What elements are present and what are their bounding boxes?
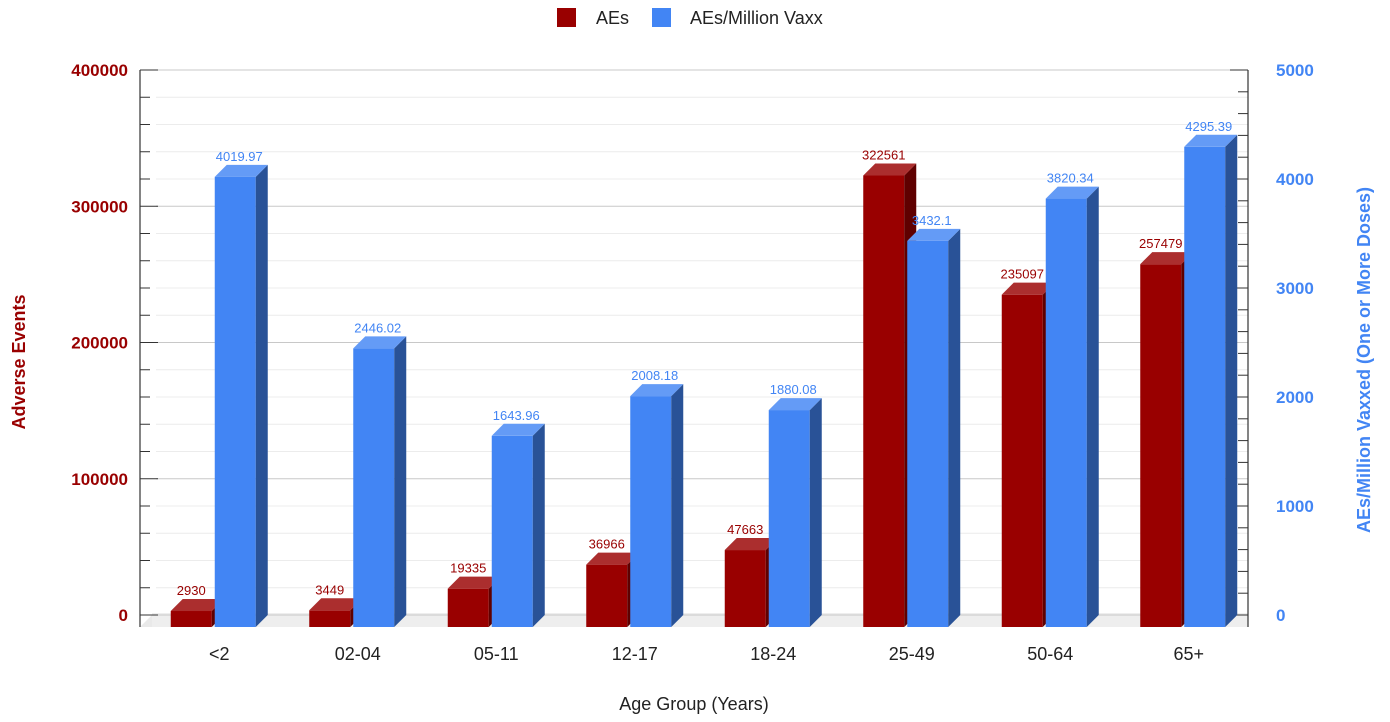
bar-aes-per-million-front	[630, 396, 672, 627]
data-label-aes: 36966	[589, 537, 625, 552]
data-label-aes: 235097	[1001, 267, 1044, 282]
bar-aes-per-million-top	[214, 164, 268, 177]
left-axis-title: Adverse Events	[9, 294, 29, 429]
bar-aes-per-million-front	[768, 410, 810, 627]
bar-aes-per-million-front	[1184, 146, 1226, 627]
bar-aes-top	[1001, 282, 1055, 295]
bar-aes-per-million-side	[255, 164, 268, 627]
x-axis-title: Age Group (Years)	[619, 694, 768, 714]
bar-aes-front	[1140, 264, 1182, 627]
right-axis-tick-label: 1000	[1276, 497, 1314, 516]
legend-swatch	[557, 8, 576, 27]
data-label-aes-per-million: 1880.08	[770, 382, 817, 397]
data-label-aes: 2930	[177, 583, 206, 598]
bar-aes-per-million-side	[1225, 134, 1238, 627]
bar-aes-front	[724, 550, 766, 627]
data-label-aes: 19335	[450, 561, 486, 576]
bar-aes-per-million-side	[394, 336, 407, 627]
bar-aes-per-million-front	[907, 240, 949, 627]
legend-label: AEs/Million Vaxx	[690, 8, 823, 28]
bar-aes-per-million-top	[630, 384, 684, 397]
bar-aes-per-million-side	[948, 228, 961, 627]
x-axis-tick-label: 65+	[1173, 644, 1204, 664]
legend-label: AEs	[596, 8, 629, 28]
bar-aes-top	[309, 598, 363, 611]
data-label-aes-per-million: 3432.1	[912, 213, 952, 228]
data-label-aes-per-million: 1643.96	[493, 408, 540, 423]
left-axis-tick-label: 200000	[71, 334, 128, 353]
x-axis-tick-label: 25-49	[889, 644, 935, 664]
bar-aes-top	[863, 163, 917, 176]
bar-aes-top	[586, 552, 640, 565]
bar-aes-per-million-top	[1045, 186, 1099, 199]
right-axis-title: AEs/Million Vaxxed (One or More Doses)	[1354, 187, 1374, 533]
right-axis-tick-label: 3000	[1276, 279, 1314, 298]
data-label-aes-per-million: 4295.39	[1185, 119, 1232, 134]
bar-aes-per-million-front	[214, 176, 256, 627]
bar-aes-per-million-front	[353, 348, 395, 627]
bar-aes-front	[447, 588, 489, 627]
data-label-aes-per-million: 2446.02	[354, 320, 401, 335]
right-axis-tick-label: 4000	[1276, 170, 1314, 189]
bar-aes-front	[586, 564, 628, 627]
bar-aes-top	[170, 599, 224, 612]
bar-aes-front	[170, 611, 212, 627]
bar-aes-top	[1140, 252, 1194, 265]
x-axis-tick-label: 50-64	[1027, 644, 1073, 664]
bar-aes-per-million-top	[768, 398, 822, 411]
bar-aes-per-million-side	[532, 423, 545, 627]
left-axis-tick-label: 300000	[71, 197, 128, 216]
bar-aes-front	[1001, 294, 1043, 627]
left-axis-tick-label: 0	[119, 606, 128, 625]
data-label-aes-per-million: 2008.18	[631, 368, 678, 383]
data-label-aes: 47663	[727, 522, 763, 537]
left-axis-tick-label: 100000	[71, 470, 128, 489]
data-label-aes: 322561	[862, 148, 905, 163]
bar-aes-per-million-top	[1184, 134, 1238, 147]
bar-aes-per-million-top	[907, 228, 961, 241]
bar-aes-per-million-side	[671, 384, 684, 627]
x-axis-tick-label: 18-24	[750, 644, 796, 664]
data-label-aes: 257479	[1139, 236, 1182, 251]
legend-swatch	[652, 8, 671, 27]
x-axis-tick-label: 05-11	[474, 644, 519, 664]
right-axis-tick-label: 0	[1276, 606, 1285, 625]
data-label-aes-per-million: 3820.34	[1047, 171, 1094, 186]
bar-aes-per-million-side	[1086, 186, 1099, 627]
chart-floor-band	[152, 613, 1248, 627]
left-axis-tick-label: 400000	[71, 61, 128, 80]
x-axis-tick-label: <2	[209, 644, 230, 664]
right-axis-tick-label: 5000	[1276, 61, 1314, 80]
bar-aes-top	[724, 538, 778, 551]
bar-aes-per-million-front	[1045, 198, 1087, 627]
data-label-aes-per-million: 4019.97	[216, 149, 263, 164]
x-axis-tick-label: 02-04	[335, 644, 381, 664]
bar-aes-top	[447, 576, 501, 589]
bar-aes-per-million-top	[491, 423, 545, 436]
bar-aes-front	[863, 175, 905, 628]
right-axis-tick-label: 2000	[1276, 388, 1314, 407]
bar-aes-per-million-side	[809, 398, 822, 627]
data-label-aes: 3449	[315, 582, 344, 597]
bar-aes-front	[309, 610, 351, 627]
bar-aes-per-million-front	[491, 435, 533, 627]
bar-aes-per-million-top	[353, 336, 407, 349]
x-axis-tick-label: 12-17	[612, 644, 658, 664]
